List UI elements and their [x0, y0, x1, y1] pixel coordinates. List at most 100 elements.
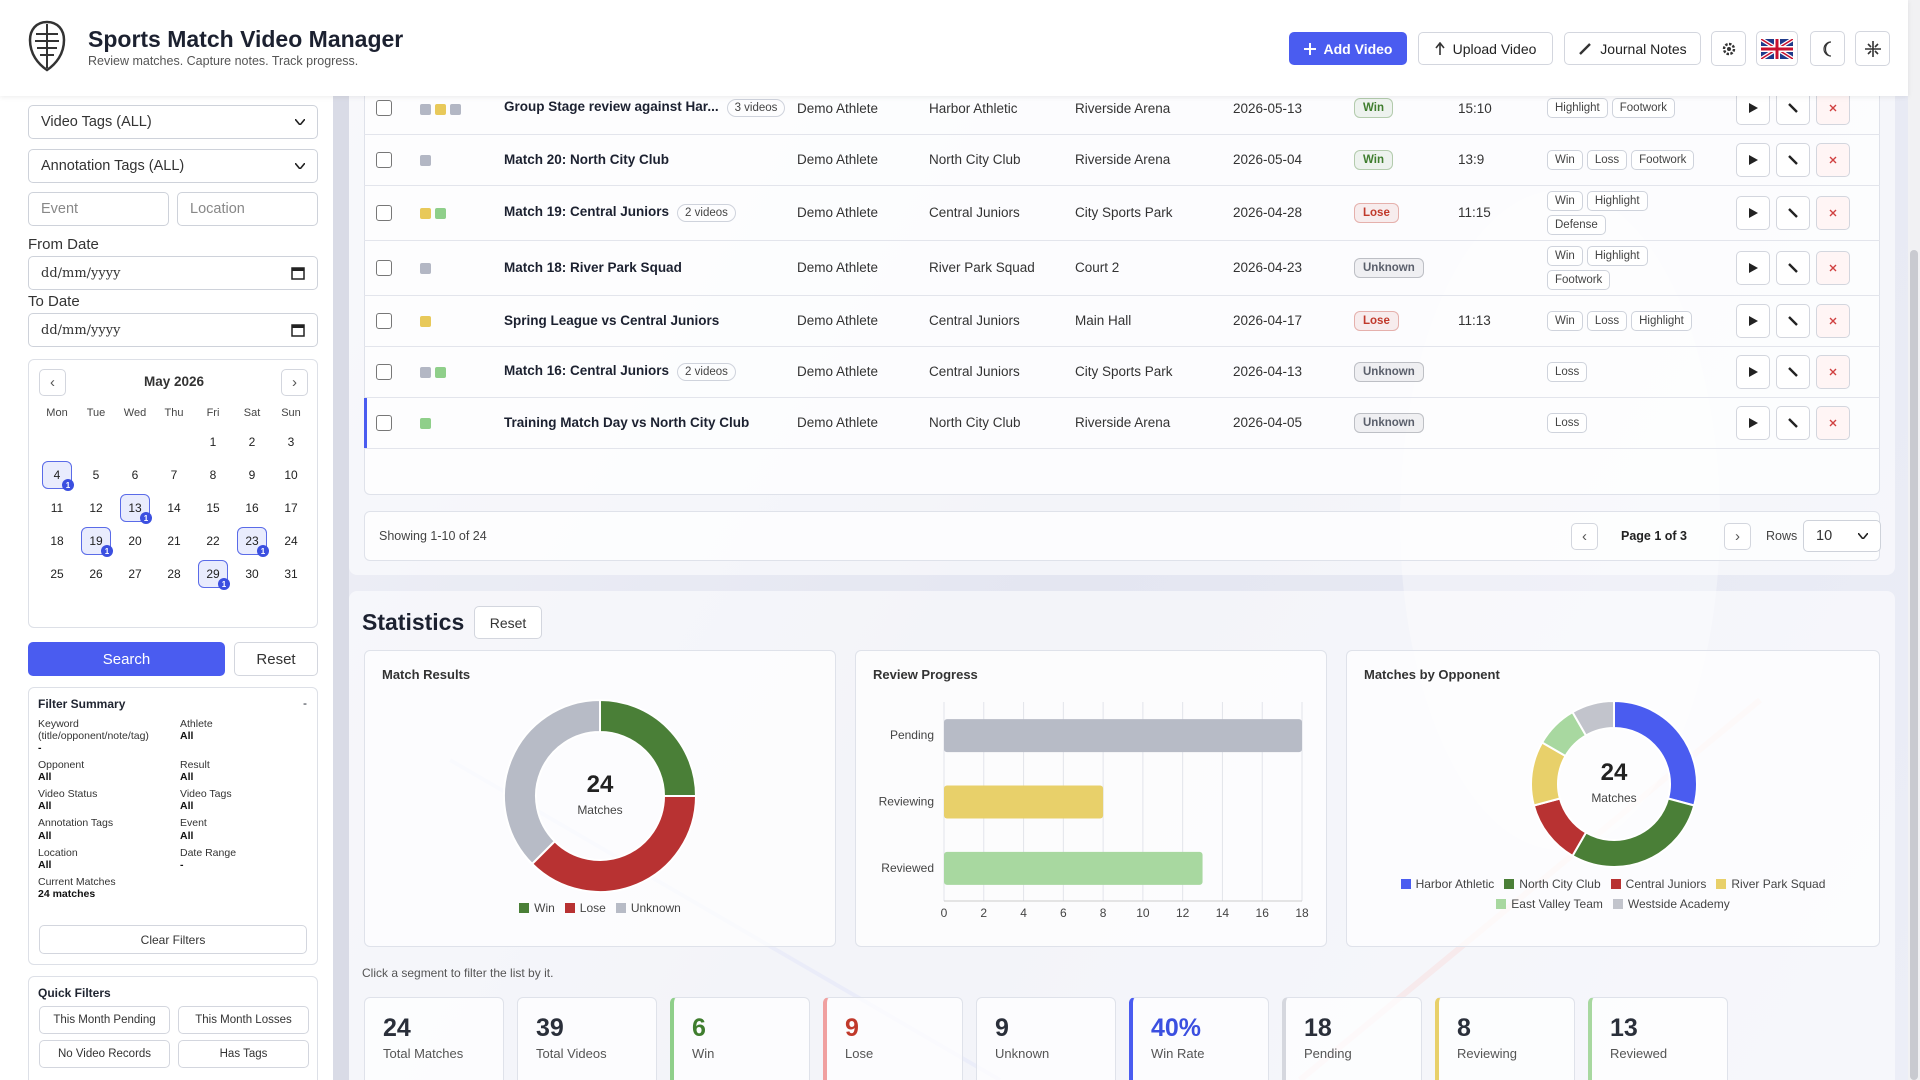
checkbox[interactable]: [376, 312, 392, 329]
tag[interactable]: Win: [1547, 149, 1583, 170]
legend-item[interactable]: Central Juniors: [1610, 877, 1706, 891]
donut-segment[interactable]: [503, 698, 601, 866]
quick-filter[interactable]: Has Tags: [178, 1040, 309, 1068]
checkbox[interactable]: [376, 414, 392, 431]
clear-filters[interactable]: Clear Filters: [39, 925, 307, 954]
tag[interactable]: Loss: [1547, 361, 1588, 382]
calendar-day[interactable]: 16: [237, 494, 267, 522]
edit-button[interactable]: [1776, 303, 1810, 338]
prev-page[interactable]: ‹: [1571, 523, 1598, 550]
settings-button[interactable]: [1711, 31, 1746, 66]
legend-item[interactable]: Lose: [564, 901, 606, 915]
tag[interactable]: Loss: [1586, 149, 1628, 170]
edit-button[interactable]: [1776, 405, 1810, 440]
play-button[interactable]: [1736, 250, 1770, 285]
checkbox[interactable]: [376, 259, 392, 276]
quick-filter[interactable]: No Video Records: [39, 1040, 170, 1068]
edit-button[interactable]: [1776, 195, 1810, 230]
layout-button[interactable]: [1855, 31, 1890, 66]
calendar-day[interactable]: 10: [276, 461, 306, 489]
edit-button[interactable]: [1776, 142, 1810, 177]
edit-button[interactable]: [1776, 91, 1810, 126]
bar[interactable]: [944, 851, 1203, 885]
donut-segment[interactable]: [1571, 797, 1696, 868]
tag[interactable]: Footwork: [1631, 149, 1695, 170]
summary-toggle[interactable]: -: [303, 696, 307, 710]
calendar-day[interactable]: 8: [198, 461, 228, 489]
donut-segment[interactable]: [1571, 699, 1615, 737]
tag[interactable]: Win: [1547, 310, 1583, 331]
calendar-day[interactable]: 3: [276, 428, 306, 456]
tag[interactable]: Defense: [1547, 214, 1606, 235]
tag[interactable]: Highlight: [1586, 245, 1648, 266]
calendar-day[interactable]: 1: [198, 428, 228, 456]
calendar-day[interactable]: 5: [81, 461, 111, 489]
calendar-prev[interactable]: ‹: [39, 369, 66, 396]
add-video[interactable]: Add Video: [1289, 32, 1407, 65]
from-date-input[interactable]: dd/mm/yyyy: [28, 256, 318, 290]
theme-button[interactable]: [1810, 31, 1845, 66]
match-title[interactable]: Spring League vs Central Juniors: [504, 313, 720, 328]
play-button[interactable]: [1736, 303, 1770, 338]
legend-item[interactable]: Harbor Athletic: [1400, 877, 1494, 891]
calendar-day[interactable]: 23 1: [237, 527, 269, 557]
delete-button[interactable]: [1816, 250, 1850, 285]
checkbox[interactable]: [376, 100, 392, 117]
match-title[interactable]: Match 20: North City Club: [504, 152, 670, 167]
tag[interactable]: Highlight: [1631, 310, 1692, 331]
annotation-tags-select[interactable]: Annotation Tags (ALL): [28, 149, 318, 183]
tag[interactable]: Highlight: [1586, 190, 1648, 211]
calendar-day[interactable]: 11: [42, 494, 72, 522]
match-title[interactable]: Training Match Day vs North City Club: [504, 415, 750, 430]
tag[interactable]: Footwork: [1547, 269, 1611, 290]
location-input[interactable]: Location: [177, 192, 318, 226]
delete-button[interactable]: [1816, 354, 1850, 389]
calendar-day[interactable]: 28: [159, 560, 189, 588]
match-title[interactable]: Match 18: River Park Squad: [504, 260, 682, 275]
bar[interactable]: [944, 719, 1302, 753]
checkbox[interactable]: [376, 363, 392, 380]
play-button[interactable]: [1736, 195, 1770, 230]
calendar-day[interactable]: 22: [198, 527, 228, 555]
edit-button[interactable]: [1776, 354, 1810, 389]
calendar-day[interactable]: 31: [276, 560, 306, 588]
legend-item[interactable]: North City Club: [1504, 877, 1601, 891]
tag[interactable]: Loss: [1547, 412, 1588, 433]
calendar-day[interactable]: 13 1: [120, 494, 152, 524]
legend-item[interactable]: Westside Academy: [1612, 897, 1730, 911]
calendar-day[interactable]: 2: [237, 428, 267, 456]
upload-video[interactable]: Upload Video: [1418, 32, 1553, 65]
search-button[interactable]: Search: [28, 642, 225, 676]
donut-segment[interactable]: [599, 698, 698, 797]
checkbox[interactable]: [376, 151, 392, 168]
play-button[interactable]: [1736, 142, 1770, 177]
quick-filter[interactable]: This Month Pending: [39, 1006, 170, 1034]
calendar-day[interactable]: 26: [81, 560, 111, 588]
delete-button[interactable]: [1816, 405, 1850, 440]
match-title[interactable]: Group Stage review against Har...: [504, 99, 719, 115]
edit-button[interactable]: [1776, 250, 1810, 285]
calendar-day[interactable]: 25: [42, 560, 72, 588]
donut-segment[interactable]: [530, 795, 698, 893]
video-tags-select[interactable]: Video Tags (ALL): [28, 105, 318, 139]
language-button[interactable]: [1756, 31, 1798, 66]
calendar-day[interactable]: 20: [120, 527, 150, 555]
match-title[interactable]: Match 19: Central Juniors: [504, 203, 670, 219]
bar[interactable]: [944, 785, 1104, 819]
calendar-day[interactable]: 12: [81, 494, 111, 522]
legend-item[interactable]: Unknown: [615, 901, 681, 915]
quick-filter[interactable]: This Month Losses: [178, 1006, 309, 1034]
donut-segment[interactable]: [1532, 797, 1588, 858]
reset-button[interactable]: Reset: [234, 642, 318, 676]
delete-button[interactable]: [1816, 91, 1850, 126]
event-input[interactable]: Event: [28, 192, 169, 226]
play-button[interactable]: [1736, 405, 1770, 440]
delete-button[interactable]: [1816, 142, 1850, 177]
scrollbar-thumb[interactable]: [1910, 250, 1918, 1080]
calendar-day[interactable]: 19 1: [81, 527, 113, 557]
calendar-day[interactable]: 9: [237, 461, 267, 489]
donut-segment[interactable]: [1613, 699, 1698, 807]
calendar-day[interactable]: 14: [159, 494, 189, 522]
tag[interactable]: Loss: [1586, 310, 1628, 331]
